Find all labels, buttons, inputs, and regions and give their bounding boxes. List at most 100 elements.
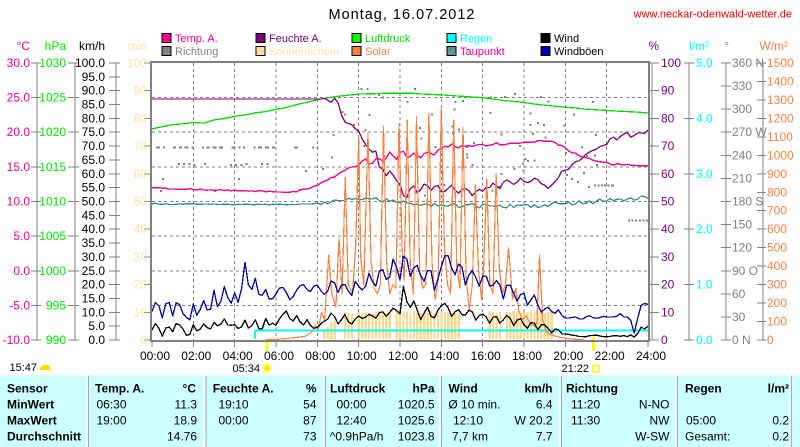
svg-text:1030: 1030 [39, 56, 66, 70]
svg-text:10.0: 10.0 [82, 305, 106, 319]
svg-text:05:00: 05:00 [686, 414, 716, 428]
svg-text:14.76: 14.76 [167, 430, 197, 444]
svg-text:W 20.2: W 20.2 [514, 414, 552, 428]
svg-text:60: 60 [661, 167, 675, 181]
svg-text:87: 87 [303, 414, 317, 428]
svg-text:1000: 1000 [39, 264, 66, 278]
svg-text:70: 70 [134, 139, 148, 153]
svg-text:°C: °C [17, 39, 31, 53]
svg-text:12:40: 12:40 [337, 414, 367, 428]
svg-text:70.0: 70.0 [82, 139, 106, 153]
svg-text:55.0: 55.0 [82, 181, 106, 195]
svg-text:270 W: 270 W [732, 125, 767, 139]
svg-text:19:00: 19:00 [97, 414, 127, 428]
svg-text:l/m²: l/m² [689, 39, 709, 53]
svg-text:0: 0 [661, 333, 668, 347]
svg-text:5.0: 5.0 [13, 229, 30, 243]
svg-text:21:22: 21:22 [561, 363, 589, 375]
svg-text:hPa: hPa [412, 382, 434, 396]
svg-text:10.0: 10.0 [7, 195, 31, 209]
svg-text:Regen: Regen [460, 33, 492, 45]
svg-text:00:00: 00:00 [337, 398, 367, 412]
svg-text:20: 20 [661, 278, 675, 292]
svg-text:0.2: 0.2 [772, 414, 789, 428]
svg-text:1015: 1015 [39, 160, 66, 174]
svg-text:Feuchte A.: Feuchte A. [213, 382, 274, 396]
svg-text:%: % [648, 39, 659, 53]
svg-text:12:10: 12:10 [453, 414, 483, 428]
svg-text:min: min [128, 39, 147, 53]
svg-text:100: 100 [661, 56, 681, 70]
svg-text:45.0: 45.0 [82, 208, 106, 222]
svg-text:Solar: Solar [365, 46, 391, 58]
svg-text:Montag, 16.07.2012: Montag, 16.07.2012 [329, 7, 476, 23]
svg-text:80: 80 [134, 111, 148, 125]
svg-text:Ø 10 min.: Ø 10 min. [448, 398, 500, 412]
svg-text:W-SW: W-SW [635, 430, 670, 444]
svg-text:Temp. A.: Temp. A. [95, 382, 144, 396]
svg-text:30: 30 [732, 310, 746, 324]
svg-text:Richtung: Richtung [566, 382, 618, 396]
svg-text:1025: 1025 [39, 91, 66, 105]
svg-text:00:00: 00:00 [140, 349, 170, 363]
svg-text:40: 40 [661, 222, 675, 236]
svg-text:Luftdruck: Luftdruck [365, 33, 411, 45]
svg-text:20.0: 20.0 [7, 125, 31, 139]
svg-text:10:00: 10:00 [347, 349, 377, 363]
svg-text:75.0: 75.0 [82, 125, 106, 139]
svg-text:25.0: 25.0 [82, 264, 106, 278]
svg-text:300: 300 [732, 102, 752, 116]
svg-text:Durchschnitt: Durchschnitt [7, 430, 81, 444]
svg-text:15:47: 15:47 [9, 362, 37, 374]
svg-text:1300: 1300 [767, 93, 794, 107]
svg-text:5.0: 5.0 [88, 319, 105, 333]
svg-text:Temp. A.: Temp. A. [175, 33, 218, 45]
svg-text:1.0: 1.0 [696, 278, 713, 292]
svg-text:Taupunkt: Taupunkt [460, 46, 505, 58]
svg-text:00:00: 00:00 [219, 414, 249, 428]
svg-text:02:00: 02:00 [181, 349, 211, 363]
svg-text:800: 800 [767, 185, 787, 199]
svg-text:4.0: 4.0 [696, 111, 713, 125]
svg-text:50: 50 [134, 195, 148, 209]
svg-text:35.0: 35.0 [82, 236, 106, 250]
svg-text:85.0: 85.0 [82, 98, 106, 112]
svg-text:20:00: 20:00 [553, 349, 583, 363]
svg-text:330: 330 [732, 79, 752, 93]
svg-text:900: 900 [767, 167, 787, 181]
svg-text:0.0: 0.0 [13, 264, 30, 278]
svg-text:20.0: 20.0 [82, 278, 106, 292]
svg-text:-5.0: -5.0 [9, 298, 30, 312]
svg-text:25.0: 25.0 [7, 91, 31, 105]
svg-text:80.0: 80.0 [82, 111, 106, 125]
svg-text:1400: 1400 [767, 75, 794, 89]
svg-text:90: 90 [661, 84, 675, 98]
svg-text:0.2: 0.2 [772, 430, 789, 444]
svg-text:30: 30 [134, 250, 148, 264]
svg-text:7,7 km: 7,7 km [452, 430, 488, 444]
svg-text:50: 50 [661, 195, 675, 209]
svg-text:5.0: 5.0 [696, 56, 713, 70]
svg-text:15.0: 15.0 [82, 291, 106, 305]
svg-text:1500: 1500 [767, 56, 794, 70]
svg-text:www.neckar-odenwald-wetter.de: www.neckar-odenwald-wetter.de [633, 9, 792, 21]
svg-text:65.0: 65.0 [82, 153, 106, 167]
svg-text:60: 60 [134, 167, 148, 181]
svg-text:30.0: 30.0 [82, 250, 106, 264]
svg-text:210: 210 [732, 171, 752, 185]
svg-text:24:00: 24:00 [636, 349, 666, 363]
svg-text:08:00: 08:00 [305, 349, 335, 363]
svg-text:0.0: 0.0 [88, 333, 105, 347]
svg-text:240: 240 [732, 148, 752, 162]
svg-text:360 N: 360 N [732, 56, 764, 70]
svg-text:W/m²: W/m² [759, 39, 788, 53]
svg-text:50.0: 50.0 [82, 195, 106, 209]
svg-text:60: 60 [732, 287, 746, 301]
svg-text:100: 100 [767, 315, 787, 329]
svg-text:Sonnenschein: Sonnenschein [269, 46, 339, 58]
svg-text:^0.9hPa/h: ^0.9hPa/h [330, 430, 384, 444]
svg-text:1005: 1005 [39, 229, 66, 243]
svg-text:l/m²: l/m² [768, 382, 789, 396]
svg-text:12:00: 12:00 [388, 349, 418, 363]
svg-text:995: 995 [46, 298, 66, 312]
